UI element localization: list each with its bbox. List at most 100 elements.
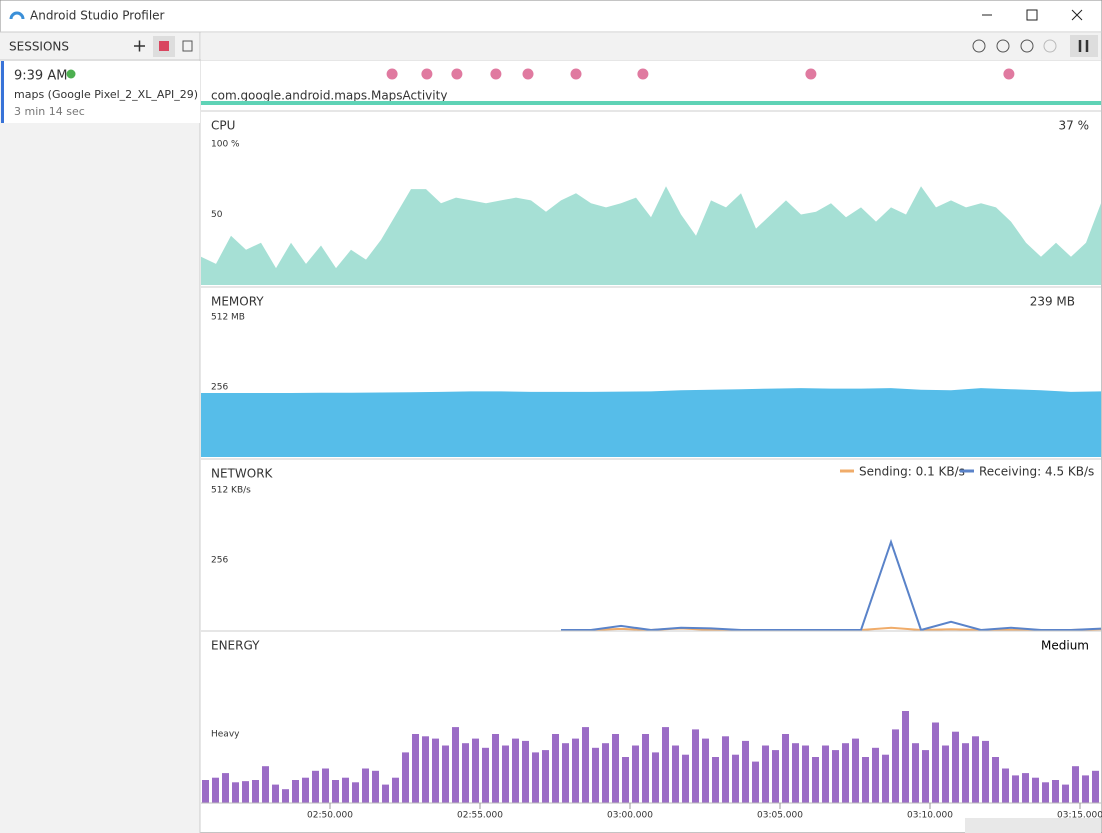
bar — [282, 789, 289, 803]
bar — [732, 754, 739, 803]
x-tick-label: 02:55.000 — [457, 811, 503, 821]
bar — [622, 757, 629, 803]
activity-name: com.google.android.maps.MapsActivity — [211, 89, 447, 103]
current-value: Medium — [1041, 639, 1089, 653]
user-event — [637, 68, 649, 80]
bar — [872, 747, 879, 803]
bar — [772, 750, 779, 803]
bar — [522, 740, 529, 803]
panel-title: CPU — [211, 119, 235, 133]
bar — [592, 747, 599, 803]
stop-icon — [159, 41, 169, 51]
panel-title: ENERGY — [211, 639, 260, 653]
bar — [452, 727, 459, 803]
bar — [422, 736, 429, 803]
user-event — [386, 68, 398, 80]
bar — [662, 727, 669, 803]
bar — [932, 722, 939, 803]
bar — [812, 757, 819, 803]
bar — [252, 780, 259, 803]
bar — [892, 729, 899, 803]
legend-label: Sending: 0.1 KB/s — [859, 465, 965, 479]
user-event — [522, 68, 534, 80]
bar — [692, 729, 699, 803]
bar — [582, 727, 589, 803]
scrollbar[interactable] — [965, 818, 1101, 833]
panel-title: NETWORK — [211, 467, 274, 481]
bar — [822, 745, 829, 803]
bar — [492, 734, 499, 803]
bar — [342, 777, 349, 803]
legend-label: Receiving: 4.5 KB/s — [979, 465, 1094, 479]
bar — [1012, 775, 1019, 803]
bar — [262, 766, 269, 803]
bar — [1062, 784, 1069, 803]
area — [201, 186, 1101, 285]
reset-zoom-button[interactable] — [1020, 39, 1034, 53]
bar — [272, 784, 279, 803]
y-tick-label: 256 — [211, 383, 228, 393]
bar — [782, 734, 789, 803]
bar — [462, 743, 469, 803]
bar — [512, 738, 519, 803]
bar — [562, 743, 569, 803]
bar — [912, 743, 919, 803]
bar — [842, 743, 849, 803]
activity-bar — [201, 101, 1101, 105]
bar — [852, 738, 859, 803]
x-tick-label: 03:05.000 — [757, 811, 803, 821]
zoom-to-selection-button[interactable] — [1043, 39, 1057, 53]
bar — [302, 777, 309, 803]
zoom-in-button[interactable] — [996, 39, 1010, 53]
maximize-button[interactable] — [1026, 9, 1038, 21]
bar — [602, 743, 609, 803]
x-tick-label: 03:00.000 — [607, 811, 653, 821]
pause-button[interactable] — [1070, 35, 1098, 57]
close-button[interactable] — [1071, 9, 1083, 21]
bar — [1042, 782, 1049, 803]
y-tick-label: 100 % — [211, 140, 240, 150]
bar — [412, 734, 419, 803]
bar — [402, 752, 409, 803]
x-tick-label: 02:50.000 — [307, 811, 353, 821]
bar — [442, 745, 449, 803]
bar — [502, 745, 509, 803]
sessions-header: SESSIONS — [9, 40, 69, 54]
bar — [612, 734, 619, 803]
bar — [482, 747, 489, 803]
bar — [902, 711, 909, 803]
bar — [1072, 766, 1079, 803]
user-event — [570, 68, 582, 80]
bar — [432, 738, 439, 803]
bar — [942, 745, 949, 803]
session-duration: 3 min 14 sec — [14, 105, 85, 118]
window-title: Android Studio Profiler — [30, 9, 165, 23]
bar — [882, 754, 889, 803]
bar — [972, 736, 979, 803]
session-device: maps (Google Pixel_2_XL_API_29) — [14, 88, 198, 101]
bar — [532, 752, 539, 803]
bar — [962, 743, 969, 803]
bar — [832, 750, 839, 803]
sessions-panel — [0, 32, 200, 833]
bar — [1022, 773, 1029, 803]
add-session-button[interactable] — [134, 40, 145, 52]
bar — [1052, 780, 1059, 803]
session-item[interactable] — [1, 61, 200, 123]
bar — [352, 782, 359, 803]
bar — [792, 743, 799, 803]
bar — [542, 750, 549, 803]
bar — [802, 745, 809, 803]
bar — [212, 777, 219, 803]
bar — [572, 738, 579, 803]
y-tick-label: 256 — [211, 556, 228, 566]
app-icon — [9, 11, 25, 20]
bar — [372, 770, 379, 803]
bar — [1082, 775, 1089, 803]
zoom-out-button[interactable] — [972, 39, 986, 53]
bar — [222, 773, 229, 803]
collapse-button[interactable] — [182, 40, 193, 52]
bar — [362, 768, 369, 803]
bar — [862, 757, 869, 803]
